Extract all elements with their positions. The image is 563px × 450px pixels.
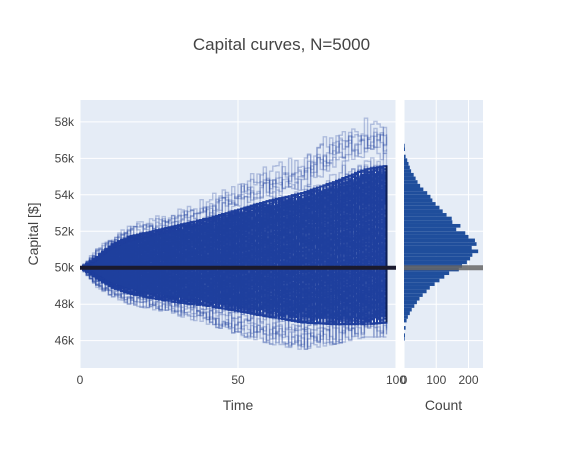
hist-x-tick-2: 200 bbox=[458, 373, 478, 387]
capital-curve-209 bbox=[80, 117, 388, 269]
histogram-bar-41 bbox=[404, 296, 420, 301]
main-y-tick-5: 56k bbox=[55, 151, 75, 165]
x-axis-title: Time bbox=[223, 397, 254, 413]
histogram-bar-24 bbox=[404, 234, 469, 239]
histogram-bar-20 bbox=[404, 220, 453, 224]
main-y-tick-1: 48k bbox=[55, 297, 75, 311]
histogram-bar-50 bbox=[404, 337, 405, 341]
capital-curve-8 bbox=[80, 266, 388, 350]
histogram-bar-45 bbox=[404, 311, 410, 316]
histogram-bar-6 bbox=[404, 169, 412, 173]
capital-curves-core bbox=[80, 171, 387, 319]
histogram-bar-7 bbox=[404, 172, 414, 177]
histogram-bar-37 bbox=[404, 282, 435, 286]
histogram-bar-42 bbox=[404, 300, 417, 305]
histogram-bar-35 bbox=[404, 275, 445, 279]
histogram-bar-1 bbox=[404, 147, 405, 152]
histogram-bar-47 bbox=[404, 318, 407, 323]
histogram-bar-0 bbox=[404, 143, 405, 148]
histogram-bar-8 bbox=[404, 176, 416, 181]
main-x-tick-labels: 0 50 100 bbox=[77, 373, 407, 387]
histogram-bar-23 bbox=[404, 231, 466, 235]
histogram-bar-29 bbox=[404, 253, 473, 257]
histogram-bar-18 bbox=[404, 213, 447, 217]
main-y-tick-4: 54k bbox=[55, 188, 75, 202]
histogram-bar-27 bbox=[404, 245, 472, 250]
histogram-bar-12 bbox=[404, 191, 428, 195]
capital-curve-15 bbox=[80, 266, 388, 347]
histogram-bar-49 bbox=[404, 333, 405, 338]
histogram-bar-2 bbox=[404, 154, 406, 159]
histogram-bar-30 bbox=[404, 256, 471, 261]
histogram-bar-38 bbox=[404, 285, 430, 290]
main-x-tick-2: 100 bbox=[386, 373, 406, 387]
histogram-bar-5 bbox=[404, 165, 410, 170]
histogram-bar-46 bbox=[404, 315, 408, 319]
histogram-bar-44 bbox=[404, 307, 412, 312]
histogram-bar-28 bbox=[404, 249, 479, 254]
capital-curve-196 bbox=[80, 127, 388, 269]
histogram-bar-4 bbox=[404, 161, 409, 166]
histogram-bar-11 bbox=[404, 187, 424, 192]
histogram-bar-39 bbox=[404, 289, 427, 294]
histogram-bar-36 bbox=[404, 278, 440, 283]
main-y-tick-0: 46k bbox=[55, 334, 75, 348]
capital-curve-22 bbox=[80, 266, 388, 336]
histogram-bar-22 bbox=[404, 227, 457, 232]
histogram-bar-3 bbox=[404, 158, 408, 162]
histogram-bar-15 bbox=[404, 202, 436, 206]
histogram-bar-9 bbox=[404, 180, 418, 184]
main-y-tick-3: 52k bbox=[55, 224, 75, 238]
histogram-bar-25 bbox=[404, 238, 475, 243]
capital-curve-219 bbox=[80, 165, 388, 269]
histogram-bar-40 bbox=[404, 293, 423, 297]
main-y-tick-labels: 46k 48k 50k 52k 54k 56k 58k bbox=[55, 115, 75, 348]
hist-x-tick-0: 0 bbox=[401, 373, 408, 387]
main-y-tick-2: 50k bbox=[55, 261, 75, 275]
capital-curve-191 bbox=[80, 135, 388, 269]
histogram-x-axis-title: Count bbox=[425, 397, 462, 413]
capital-curve-195 bbox=[80, 131, 388, 269]
histogram-bar-26 bbox=[404, 242, 477, 246]
histogram-bars bbox=[404, 143, 479, 341]
histogram-bar-14 bbox=[404, 198, 433, 203]
capital-curve-6 bbox=[80, 266, 387, 350]
main-y-tick-6: 58k bbox=[55, 115, 75, 129]
histogram-x-tick-labels: 0 100 200 bbox=[401, 373, 479, 387]
histogram-bar-21 bbox=[404, 223, 461, 228]
main-x-tick-1: 50 bbox=[231, 373, 245, 387]
histogram-bar-13 bbox=[404, 194, 431, 199]
histogram-bar-16 bbox=[404, 205, 440, 210]
capital-curve-12 bbox=[80, 266, 388, 349]
capital-curve-13 bbox=[80, 266, 388, 348]
main-x-tick-0: 0 bbox=[77, 373, 84, 387]
chart-title: Capital curves, N=5000 bbox=[193, 35, 370, 54]
y-axis-title: Capital [$] bbox=[25, 202, 41, 265]
hist-x-tick-1: 100 bbox=[426, 373, 446, 387]
histogram-bar-43 bbox=[404, 304, 415, 308]
histogram-bar-48 bbox=[404, 326, 406, 330]
histogram-bar-31 bbox=[404, 260, 467, 265]
capital-curve-202 bbox=[80, 126, 388, 269]
histogram-bar-19 bbox=[404, 216, 452, 221]
histogram-bar-17 bbox=[404, 209, 443, 214]
histogram-bar-10 bbox=[404, 183, 421, 188]
histogram-bar-34 bbox=[404, 271, 450, 276]
